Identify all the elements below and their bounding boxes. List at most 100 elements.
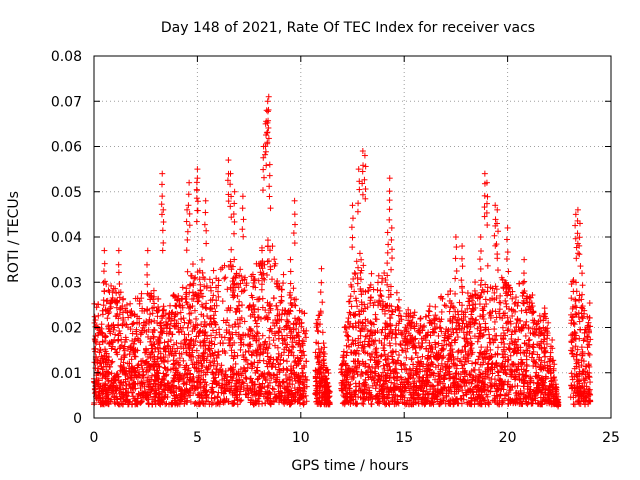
data-point bbox=[491, 326, 498, 333]
data-point bbox=[356, 250, 363, 257]
data-point bbox=[377, 292, 384, 299]
peak-tail-point bbox=[267, 205, 274, 212]
data-point bbox=[586, 300, 593, 307]
data-point bbox=[273, 302, 280, 309]
data-point bbox=[417, 315, 424, 322]
peak-tail-point bbox=[159, 193, 166, 200]
data-point bbox=[92, 317, 99, 324]
data-point bbox=[246, 341, 253, 348]
peak-tail-point bbox=[227, 203, 234, 210]
data-point bbox=[408, 355, 415, 362]
data-point bbox=[267, 307, 274, 314]
data-point bbox=[232, 360, 239, 367]
data-point bbox=[449, 325, 456, 332]
data-point bbox=[487, 346, 494, 353]
data-point bbox=[203, 300, 210, 307]
data-point bbox=[147, 311, 154, 318]
peak-tail-point bbox=[184, 236, 191, 243]
data-point bbox=[353, 258, 360, 265]
data-point bbox=[569, 314, 576, 321]
data-point bbox=[109, 358, 116, 365]
peak-tail-point bbox=[239, 205, 246, 212]
data-point bbox=[385, 287, 392, 294]
data-point bbox=[585, 319, 592, 326]
data-point bbox=[150, 287, 157, 294]
data-point bbox=[395, 296, 402, 303]
data-point bbox=[585, 350, 592, 357]
data-point bbox=[393, 289, 400, 296]
data-point bbox=[468, 340, 475, 347]
data-point bbox=[518, 307, 525, 314]
data-point bbox=[241, 287, 248, 294]
data-point bbox=[300, 401, 307, 408]
data-point bbox=[189, 261, 196, 268]
data-point bbox=[461, 373, 468, 380]
data-point bbox=[344, 332, 351, 339]
data-point bbox=[526, 336, 533, 343]
data-point bbox=[261, 276, 268, 283]
data-point bbox=[112, 285, 119, 292]
peak-tail-point bbox=[101, 288, 108, 295]
peak-tail-point bbox=[193, 195, 200, 202]
data-point bbox=[488, 361, 495, 368]
data-point bbox=[176, 355, 183, 362]
peak-tail-point bbox=[159, 247, 166, 254]
data-point bbox=[411, 309, 418, 316]
data-point bbox=[258, 286, 265, 293]
data-point bbox=[217, 266, 224, 273]
peak-point bbox=[225, 157, 232, 164]
peak-tail-point bbox=[231, 200, 238, 207]
data-point bbox=[372, 311, 379, 318]
data-point bbox=[154, 344, 161, 351]
data-point bbox=[478, 344, 485, 351]
data-point bbox=[482, 296, 489, 303]
data-point bbox=[123, 321, 130, 328]
data-point bbox=[486, 335, 493, 342]
data-point bbox=[259, 332, 266, 339]
peak-tail-point bbox=[259, 187, 266, 194]
data-point bbox=[248, 360, 255, 367]
data-point bbox=[120, 295, 127, 302]
peak-tail-point bbox=[262, 148, 269, 155]
data-point bbox=[165, 338, 172, 345]
peak-tail-point bbox=[194, 207, 201, 214]
data-point bbox=[488, 382, 495, 389]
data-point bbox=[501, 340, 508, 347]
data-point bbox=[499, 324, 506, 331]
peak-tail-point bbox=[158, 181, 165, 188]
peak-point bbox=[144, 247, 151, 254]
data-point bbox=[353, 401, 360, 408]
data-point bbox=[426, 303, 433, 310]
data-point bbox=[283, 358, 290, 365]
data-point bbox=[573, 304, 580, 311]
data-point bbox=[221, 275, 228, 282]
peak-tail-point bbox=[202, 209, 209, 216]
data-point bbox=[579, 315, 586, 322]
peak-tail-point bbox=[115, 269, 122, 276]
data-point bbox=[167, 302, 174, 309]
peak-point bbox=[101, 247, 108, 254]
data-point bbox=[367, 281, 374, 288]
data-point bbox=[102, 333, 109, 340]
peak-point bbox=[239, 193, 246, 200]
peak-tail-point bbox=[101, 260, 108, 267]
peak-tail-point bbox=[264, 108, 271, 115]
data-point bbox=[216, 326, 223, 333]
peak-tail-point bbox=[261, 174, 268, 181]
data-point bbox=[261, 315, 268, 322]
data-point bbox=[518, 356, 525, 363]
peak-tail-point bbox=[201, 221, 208, 228]
peak-tail-point bbox=[231, 218, 238, 225]
peak-tail-point bbox=[186, 222, 193, 229]
data-point bbox=[108, 370, 115, 377]
peak-tail-point bbox=[100, 268, 107, 275]
data-point bbox=[144, 306, 151, 313]
data-point bbox=[377, 353, 384, 360]
data-point bbox=[477, 361, 484, 368]
data-point bbox=[213, 297, 220, 304]
data-point bbox=[260, 357, 267, 364]
peak-tail-point bbox=[240, 233, 247, 240]
peak-tail-point bbox=[265, 124, 272, 131]
peak-point bbox=[186, 179, 193, 186]
